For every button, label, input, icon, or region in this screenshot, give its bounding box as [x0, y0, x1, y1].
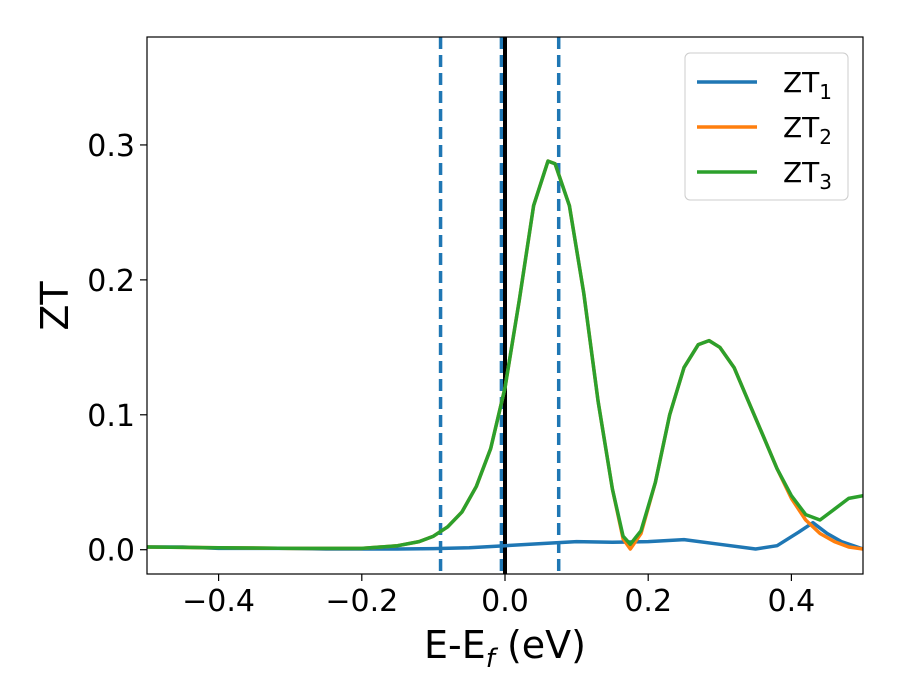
- series-line-zt3: [147, 159, 863, 551]
- y-tick-label: 0.3: [87, 129, 135, 164]
- x-axis-label: E-Ef (eV): [424, 623, 586, 674]
- reference-lines: [438, 37, 561, 574]
- series-lines: [147, 159, 863, 551]
- x-tick-label: 0.2: [624, 584, 672, 619]
- y-tick-label: 0.0: [87, 534, 135, 569]
- legend: ZT1 ZT2 ZT3: [684, 52, 849, 201]
- y-axis-label: ZT: [33, 281, 77, 331]
- y-tick-label: 0.1: [87, 399, 135, 434]
- x-tick-label: −0.2: [325, 584, 398, 619]
- y-axis-ticks: 0.0 0.1 0.2 0.3: [87, 129, 147, 569]
- legend-label-zt3: ZT3: [783, 156, 832, 194]
- x-tick-label: 0.4: [768, 584, 816, 619]
- legend-label-zt1: ZT1: [783, 66, 832, 104]
- x-axis-label-suffix: (eV): [495, 623, 586, 667]
- legend-box: [684, 52, 849, 201]
- y-tick-label: 0.2: [87, 264, 135, 299]
- x-tick-label: 0.0: [481, 584, 529, 619]
- x-tick-label: −0.4: [182, 584, 255, 619]
- x-axis-ticks: −0.4 −0.2 0.0 0.2 0.4: [182, 574, 815, 619]
- x-axis-label-main: E-E: [424, 623, 486, 667]
- legend-label-zt2: ZT2: [783, 111, 832, 149]
